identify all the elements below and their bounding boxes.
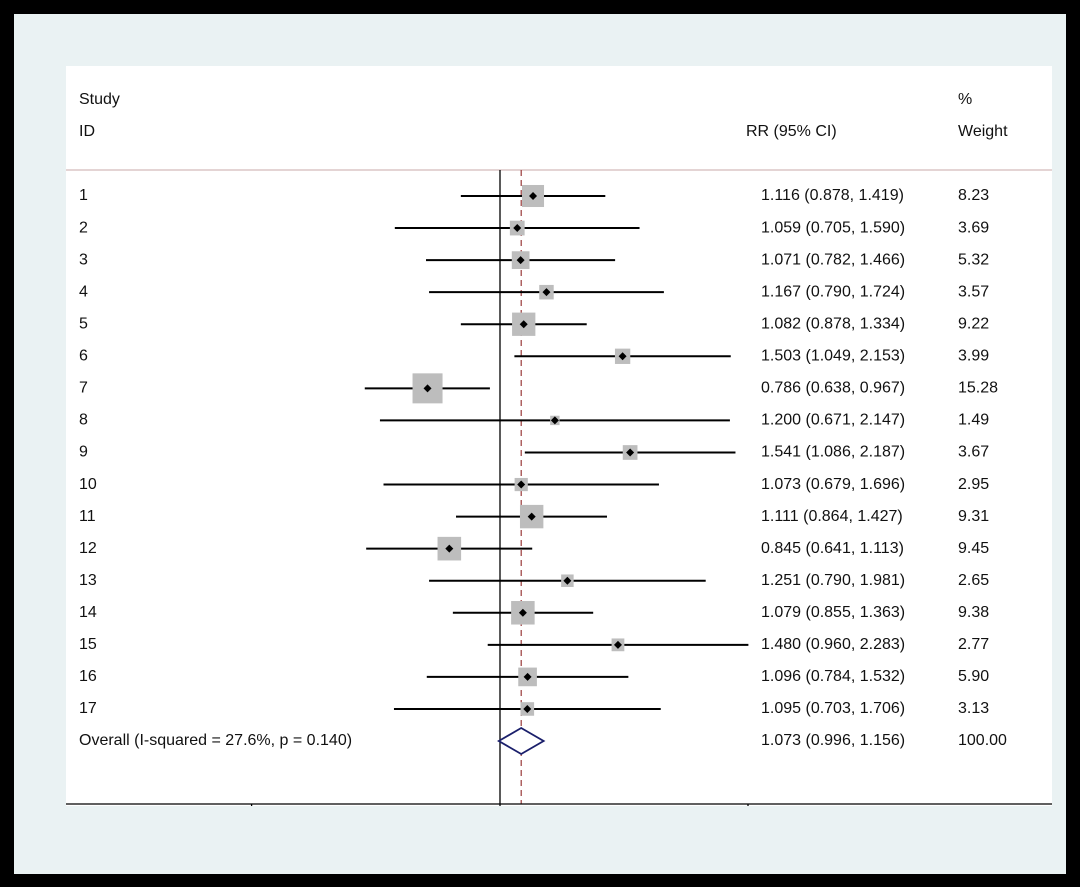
ci-text: 1.116 (0.878, 1.419) — [761, 187, 904, 204]
study-id-label: 2 — [79, 219, 88, 236]
ci-text: 1.079 (0.855, 1.363) — [761, 604, 905, 621]
weight-text: 8.23 — [958, 187, 989, 204]
ci-text: 1.251 (0.790, 1.981) — [761, 572, 905, 589]
point-estimate — [423, 384, 432, 393]
weight-text: 2.77 — [958, 636, 989, 653]
study-id-label: 4 — [79, 283, 88, 300]
ci-text: 1.167 (0.790, 1.724) — [761, 283, 905, 300]
study-id-label: 3 — [79, 251, 88, 268]
percent-header: % — [958, 91, 973, 108]
ci-text: 0.786 (0.638, 0.967) — [761, 380, 905, 397]
ci-text: 1.480 (0.960, 2.283) — [761, 636, 905, 653]
point-estimate — [613, 640, 622, 649]
overall-ci-text: 1.073 (0.996, 1.156) — [761, 732, 905, 749]
ci-text: 1.200 (0.671, 2.147) — [761, 412, 905, 429]
point-estimate — [529, 192, 538, 200]
weight-text: 1.49 — [958, 412, 989, 429]
weight-text: 15.28 — [958, 380, 998, 397]
weight-header: Weight — [958, 123, 1008, 140]
estimate-header: RR (95% CI) — [746, 123, 837, 140]
outer-frame: Study ID RR (95% CI) % Weight 1 1.116 (0.… — [14, 14, 1066, 874]
point-estimate — [517, 480, 526, 489]
ci-text: 1.096 (0.784, 1.532) — [761, 668, 905, 685]
study-id-label: 13 — [79, 572, 97, 589]
point-estimate — [518, 608, 527, 617]
point-estimate — [626, 448, 635, 457]
study-id-label: 16 — [79, 668, 97, 685]
point-estimate — [563, 576, 572, 585]
overall-label: Overall (I-squared = 27.6%, p = 0.140) — [79, 732, 352, 749]
ci-text: 0.845 (0.641, 1.113) — [761, 540, 904, 557]
study-header: Study — [79, 91, 120, 108]
id-header: ID — [79, 123, 95, 140]
study-id-label: 8 — [79, 412, 88, 429]
point-estimate — [523, 704, 532, 713]
weight-text: 2.65 — [958, 572, 989, 589]
point-estimate — [550, 416, 559, 425]
weight-text: 9.38 — [958, 604, 989, 621]
forest-plot-panel: Study ID RR (95% CI) % Weight 1 1.116 (0.… — [66, 66, 1052, 806]
point-estimate — [527, 512, 536, 521]
study-id-label: 14 — [79, 604, 97, 621]
point-estimate — [513, 224, 522, 233]
ci-text: 1.541 (1.086, 2.187) — [761, 444, 905, 461]
study-id-label: 9 — [79, 444, 88, 461]
point-estimate — [523, 672, 532, 681]
ci-text: 1.059 (0.705, 1.590) — [761, 219, 905, 236]
study-id-label: 1 — [79, 187, 88, 204]
point-estimate — [516, 256, 525, 265]
weight-text: 3.13 — [958, 700, 989, 717]
ci-text: 1.073 (0.679, 1.696) — [761, 476, 905, 493]
overall-diamond — [497, 726, 546, 756]
ci-text: 1.095 (0.703, 1.706) — [761, 700, 905, 717]
point-estimate — [519, 320, 528, 329]
weight-text: 3.67 — [958, 444, 989, 461]
overall-weight-text: 100.00 — [958, 732, 1007, 749]
study-id-label: 7 — [79, 380, 88, 397]
ci-text: 1.082 (0.878, 1.334) — [761, 315, 905, 332]
ci-text: 1.071 (0.782, 1.466) — [761, 251, 905, 268]
point-estimate — [445, 544, 454, 553]
weight-text: 9.45 — [958, 540, 989, 557]
point-estimate — [542, 288, 551, 297]
weight-text: 5.32 — [958, 251, 989, 268]
ci-text: 1.111 (0.864, 1.427) — [761, 508, 903, 525]
study-id-label: 12 — [79, 540, 97, 557]
study-id-label: 5 — [79, 315, 88, 332]
study-id-label: 6 — [79, 348, 88, 365]
study-id-label: 15 — [79, 636, 97, 653]
weight-text: 9.31 — [958, 508, 989, 525]
ci-text: 1.503 (1.049, 2.153) — [761, 348, 905, 365]
point-estimate — [618, 352, 627, 361]
weight-text: 2.95 — [958, 476, 989, 493]
study-id-label: 11 — [79, 508, 96, 525]
weight-text: 9.22 — [958, 315, 989, 332]
weight-text: 3.69 — [958, 219, 989, 236]
weight-text: 3.57 — [958, 283, 989, 300]
study-id-label: 10 — [79, 476, 97, 493]
weight-text: 5.90 — [958, 668, 989, 685]
forest-plot: 1 1.116 (0.878, 1.419) 8.23 2 1.059 (0.705, … — [66, 169, 1052, 806]
weight-text: 3.99 — [958, 348, 989, 365]
study-id-label: 17 — [79, 700, 97, 717]
